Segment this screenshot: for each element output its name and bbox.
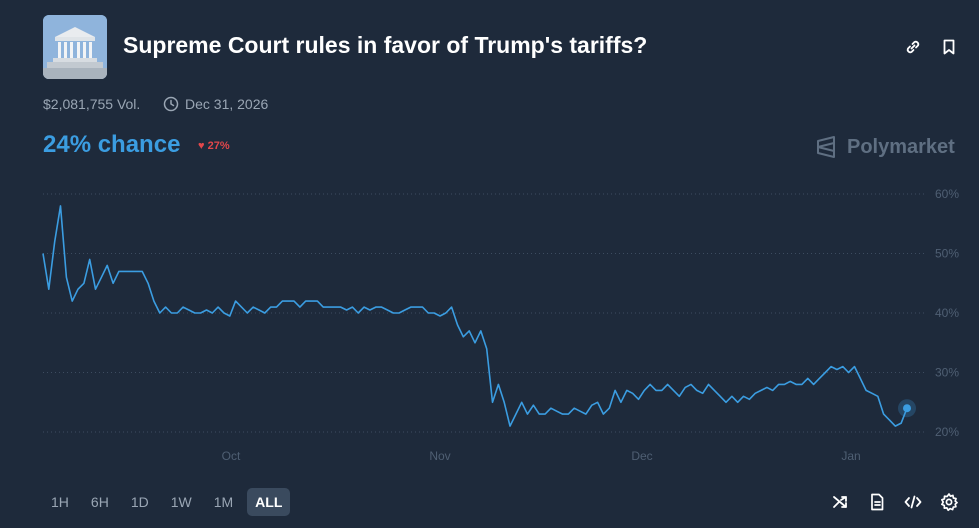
x-tick-label: Nov [429,449,450,463]
range-1h[interactable]: 1H [51,494,69,510]
x-tick-label: Oct [222,449,241,463]
heart-down-icon: ♥ [198,140,205,152]
x-axis-labels: Oct Nov Dec Jan [222,449,861,463]
y-tick-label: 40% [935,306,959,320]
range-6h[interactable]: 6H [90,494,109,510]
market-thumbnail [43,15,107,79]
volume-text: $2,081,755 Vol. [43,96,141,112]
brand-name: Polymarket [847,135,955,158]
end-date-label: Dec 31, 2026 [185,96,269,112]
y-tick-label: 20% [935,425,959,439]
range-1m[interactable]: 1M [213,494,234,510]
link-icon[interactable] [903,37,923,57]
x-tick-label: Jan [841,449,860,463]
clock-icon [163,96,179,112]
document-icon[interactable] [867,492,887,512]
y-tick-label: 60% [935,187,959,201]
code-icon[interactable] [903,492,923,512]
chart-grid [43,193,925,433]
end-date: Dec 31, 2026 [163,96,268,112]
polymarket-icon [817,136,835,158]
y-tick-label: 50% [935,247,959,261]
polymarket-logo: Polymarket [815,134,955,160]
current-point [903,404,911,413]
settings-icon[interactable] [939,492,959,512]
chance-value: 24% chance [43,131,181,158]
y-axis-labels: 60% 50% 40% 30% 20% [935,187,959,439]
supreme-court-image [43,15,107,79]
shuffle-icon[interactable] [831,492,851,512]
y-tick-label: 30% [935,366,959,380]
x-tick-label: Dec [631,449,652,463]
change-badge: ♥ 27% [198,140,230,152]
range-1d[interactable]: 1D [130,494,149,510]
time-range-selector: 1H 6H 1D 1W 1M ALL [43,488,291,516]
range-all[interactable]: ALL [247,488,291,516]
range-1w[interactable]: 1W [170,494,192,510]
change-value: 27% [207,140,230,152]
market-title: Supreme Court rules in favor of Trump's … [123,32,648,58]
price-line [42,205,908,427]
bookmark-icon[interactable] [939,37,959,57]
